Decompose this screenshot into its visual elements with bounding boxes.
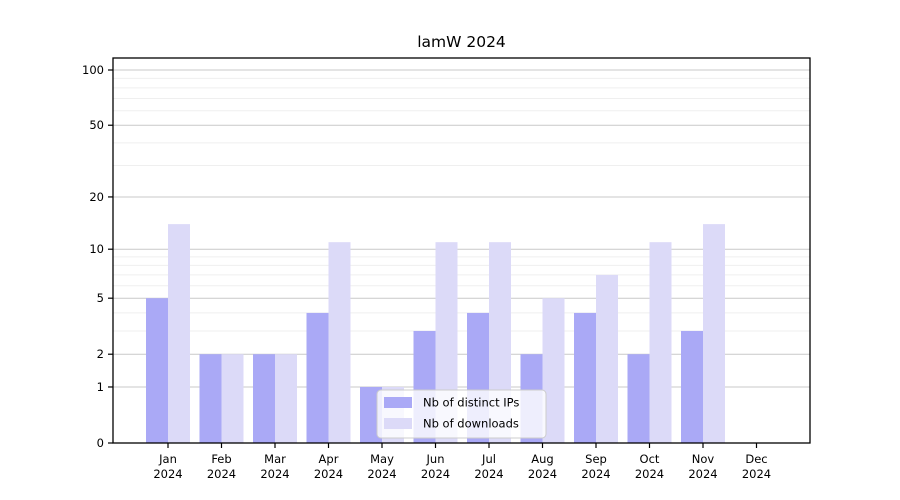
x-tick-label-month: Feb <box>211 452 231 466</box>
bar-apr-distinct-ips <box>306 312 329 443</box>
legend-label-downloads: Nb of downloads <box>423 417 519 431</box>
x-tick-label-month: Aug <box>531 452 553 466</box>
bar-jan-downloads <box>168 224 190 443</box>
bar-jan-distinct-ips <box>146 298 168 443</box>
x-tick-label-month: Jul <box>481 452 496 466</box>
x-tick-label-month: Nov <box>692 452 715 466</box>
bar-aug-downloads <box>542 298 565 443</box>
bar-apr-downloads <box>328 242 351 443</box>
bar-mar-distinct-ips <box>253 354 275 443</box>
bar-feb-distinct-ips <box>199 354 222 443</box>
x-tick-label-year: 2024 <box>207 467 236 481</box>
x-tick-label-month: Jan <box>158 452 177 466</box>
x-tick-label-year: 2024 <box>635 467 664 481</box>
x-tick-label-year: 2024 <box>421 467 450 481</box>
y-tick-label: 10 <box>89 242 104 256</box>
x-tick-label-month: Jun <box>426 452 445 466</box>
y-tick-label: 100 <box>82 63 104 77</box>
x-tick-label-month: May <box>370 452 394 466</box>
legend-box <box>376 389 547 439</box>
x-tick-label-month: Mar <box>264 452 286 466</box>
bar-mar-downloads <box>275 354 297 443</box>
bar-nov-downloads <box>703 224 725 443</box>
x-tick-label-month: Oct <box>640 452 660 466</box>
y-tick-label: 5 <box>97 291 104 305</box>
legend-swatch-distinct-ips <box>384 397 412 408</box>
x-tick-label-year: 2024 <box>528 467 557 481</box>
x-tick-label-year: 2024 <box>153 467 182 481</box>
bar-sep-downloads <box>596 274 618 443</box>
bar-feb-downloads <box>221 354 244 443</box>
x-tick-label-year: 2024 <box>367 467 396 481</box>
x-tick-label-year: 2024 <box>742 467 771 481</box>
bar-sep-distinct-ips <box>574 312 596 443</box>
x-tick-label-month: Dec <box>745 452 767 466</box>
y-tick-label: 20 <box>89 190 104 204</box>
plot-border <box>112 57 811 444</box>
bar-oct-downloads <box>649 242 672 443</box>
x-tick-label-year: 2024 <box>260 467 289 481</box>
y-tick-label: 2 <box>97 347 104 361</box>
x-tick-label-month: Apr <box>319 452 339 466</box>
x-tick-label-year: 2024 <box>581 467 610 481</box>
y-tick-label: 50 <box>89 118 104 132</box>
y-tick-label: 0 <box>97 436 104 450</box>
x-tick-label-year: 2024 <box>688 467 717 481</box>
x-tick-label-year: 2024 <box>314 467 343 481</box>
bar-nov-distinct-ips <box>681 330 703 443</box>
legend-swatch-downloads <box>384 418 412 429</box>
chart-title: lamW 2024 <box>417 33 506 51</box>
x-tick-label-year: 2024 <box>474 467 503 481</box>
x-tick-label-month: Sep <box>585 452 607 466</box>
y-tick-label: 1 <box>97 380 104 394</box>
legend-label-distinct-ips: Nb of distinct IPs <box>423 396 519 410</box>
bar-oct-distinct-ips <box>627 354 650 443</box>
